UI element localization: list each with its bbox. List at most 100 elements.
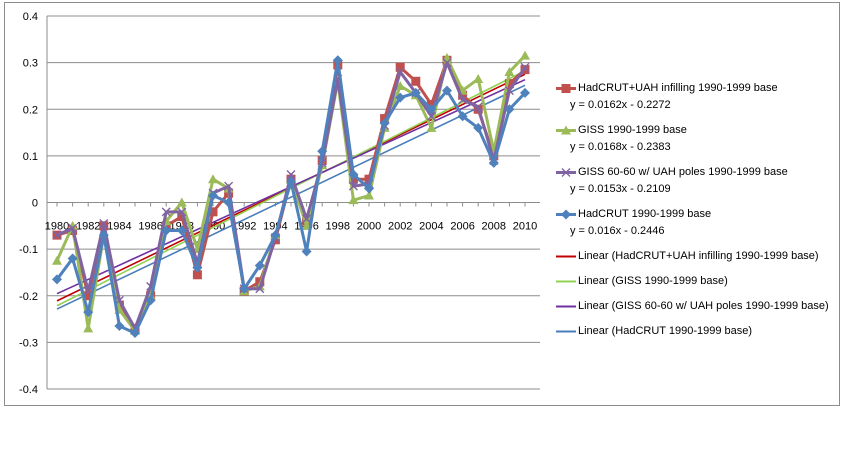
trend-equation: y = 0.0168x - 0.2383 <box>570 141 671 153</box>
x-tick-label: 2010 <box>513 221 537 233</box>
data-point <box>99 218 109 228</box>
y-tick-label: 0.1 <box>23 151 38 163</box>
data-point <box>379 118 390 129</box>
data-point <box>145 295 156 306</box>
data-point <box>473 122 484 133</box>
data-point <box>176 225 187 236</box>
legend-label: Linear (HadCRUT+UAH infilling 1990-1999 … <box>578 250 819 262</box>
data-point <box>223 197 234 208</box>
data-point <box>254 260 265 271</box>
data-point <box>442 58 452 68</box>
legend-swatch-marker <box>561 84 571 93</box>
chart-area <box>4 2 840 406</box>
data-point <box>426 111 436 121</box>
series-1 <box>52 55 530 333</box>
data-point <box>395 67 405 77</box>
legend-entry-giss-60-60: GISS 60-60 w/ UAH poles 1990-1999 base y… <box>556 166 836 196</box>
legend-swatch-marker <box>561 125 571 135</box>
y-tick-label: 0.4 <box>23 11 38 23</box>
data-point <box>302 214 312 224</box>
y-tick-label: -0.4 <box>19 384 38 396</box>
data-point <box>83 307 94 318</box>
x-tick-label: 1994 <box>263 221 287 233</box>
data-point <box>192 262 203 273</box>
data-point <box>83 323 94 333</box>
x-tick-label: 1980 <box>45 221 69 233</box>
legend-entry-hadcrut-uah: HadCRUT+UAH infilling 1990-1999 base y =… <box>556 82 836 112</box>
legend-label: HadCRUT 1990-1999 base <box>578 208 712 220</box>
data-point <box>520 87 530 98</box>
data-point <box>473 73 484 83</box>
data-point <box>348 195 359 205</box>
data-point <box>504 66 515 76</box>
data-point <box>458 95 468 105</box>
data-point <box>130 328 140 339</box>
legend: HadCRUT+UAH infilling 1990-1999 base y =… <box>556 82 836 338</box>
series-line <box>55 54 527 333</box>
y-tick-label: -0.1 <box>19 244 38 256</box>
data-point <box>286 176 296 187</box>
data-point <box>177 207 187 217</box>
legend-label: Linear (GISS 60-60 w/ UAH poles 1990-199… <box>578 300 829 312</box>
legend-label: Linear (HadCRUT 1990-1999 base) <box>578 325 753 337</box>
legend-entry-hadcrut: HadCRUT 1990-1999 base y = 0.016x - 0.24… <box>556 208 836 238</box>
series-4 <box>52 55 530 339</box>
data-point <box>442 85 452 96</box>
data-point <box>161 207 171 217</box>
legend-swatch-marker <box>561 209 571 220</box>
y-tick-label: -0.3 <box>19 337 38 349</box>
trend-equation: y = 0.0162x - 0.2272 <box>570 99 671 111</box>
data-point <box>67 220 78 230</box>
trendlines <box>56 70 526 310</box>
data-point <box>410 87 421 98</box>
x-tick-label: 1992 <box>232 221 256 233</box>
legend-swatch-line <box>556 305 576 308</box>
trendline <box>56 84 526 310</box>
x-tick-label: 1986 <box>138 221 162 233</box>
x-tick-label: 1984 <box>107 221 131 233</box>
x-tick-label: 1982 <box>76 221 100 233</box>
data-point <box>520 50 530 60</box>
data-point <box>317 146 328 157</box>
data-point <box>208 174 218 184</box>
data-point <box>114 321 125 332</box>
data-point <box>348 169 359 180</box>
data-point <box>52 230 62 240</box>
data-point <box>176 197 187 207</box>
legend-label: GISS 60-60 w/ UAH poles 1990-1999 base <box>578 166 788 178</box>
data-point <box>364 183 374 194</box>
data-point <box>364 190 374 200</box>
data-point <box>473 102 483 112</box>
y-tick-label: 0.3 <box>23 58 38 70</box>
legend-entry-linear-giss: Linear (GISS 1990-1999 base) <box>556 275 836 288</box>
x-tick-label: 1998 <box>326 221 350 233</box>
data-point <box>161 225 172 236</box>
y-tick-label: 0 <box>32 198 38 210</box>
legend-swatch-marker <box>561 168 571 177</box>
data-point <box>224 181 234 191</box>
legend-swatch-diamond-marker <box>556 209 576 220</box>
data-point <box>426 122 437 132</box>
data-point <box>52 255 62 265</box>
data-point <box>301 246 312 257</box>
legend-label: HadCRUT+UAH infilling 1990-1999 base <box>578 82 778 94</box>
data-point <box>239 283 250 294</box>
legend-swatch-line <box>556 255 576 258</box>
y-tick-label: -0.2 <box>19 291 38 303</box>
x-tick-label: 2000 <box>357 221 381 233</box>
data-point <box>411 76 421 86</box>
x-tick-label: 2008 <box>482 221 506 233</box>
data-point <box>504 86 514 96</box>
data-point <box>286 170 296 180</box>
data-point <box>67 253 78 264</box>
x-tick-label: 2006 <box>450 221 474 233</box>
data-point <box>457 111 468 122</box>
legend-label: Linear (GISS 1990-1999 base) <box>578 275 728 287</box>
series-line <box>56 58 527 330</box>
series-3 <box>52 58 530 333</box>
legend-label: GISS 1990-1999 base <box>578 124 687 136</box>
data-point <box>98 230 109 241</box>
legend-swatch-x-marker <box>556 168 576 177</box>
y-tick-label: 0.2 <box>23 104 38 116</box>
legend-entry-linear-hadcrut-uah: Linear (HadCRUT+UAH infilling 1990-1999 … <box>556 250 836 263</box>
